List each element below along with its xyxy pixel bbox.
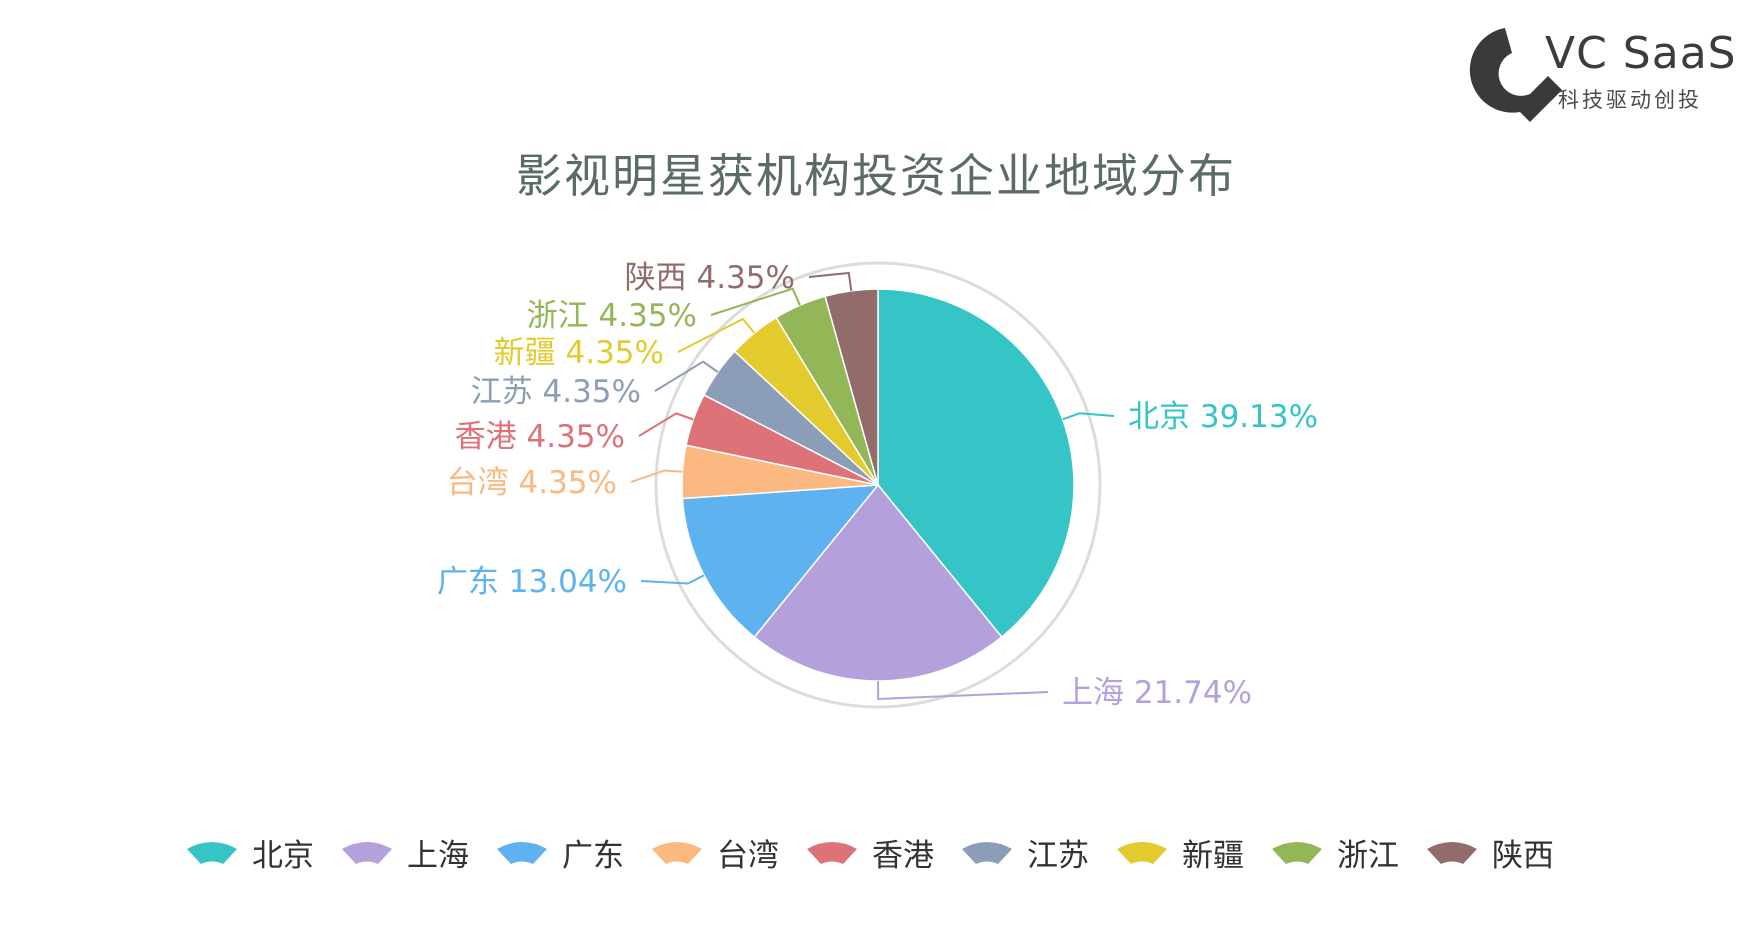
legend-marker-1 bbox=[187, 842, 237, 864]
legend-marker-9 bbox=[1427, 842, 1477, 864]
leader-line-8 bbox=[710, 287, 801, 316]
slice-layer bbox=[681, 288, 1075, 682]
data-label-8: 浙江 4.35% bbox=[527, 298, 697, 334]
leader-line-6 bbox=[654, 360, 719, 392]
logo-name: VC SaaS bbox=[1545, 28, 1737, 79]
leader-line-3 bbox=[640, 574, 705, 585]
pie-slice-9 bbox=[824, 288, 879, 486]
leader-line-layer bbox=[630, 271, 1115, 701]
leader-line-4 bbox=[630, 469, 683, 483]
legend-marker-3 bbox=[497, 842, 547, 864]
legend-item-4: 台湾 bbox=[652, 838, 779, 874]
data-label-7: 新疆 4.35% bbox=[494, 335, 664, 371]
outer-ring-layer bbox=[654, 261, 1102, 709]
chart-title: 影视明星获机构投资企业地域分布 bbox=[516, 149, 1236, 203]
data-label-5: 香港 4.35% bbox=[455, 419, 625, 455]
data-label-layer: 北京 39.13% 上海 21.74% 广东 13.04% 台湾 4.35% 香港 4.… bbox=[437, 260, 1318, 711]
data-label-4: 台湾 4.35% bbox=[447, 465, 617, 501]
legend-label-8: 浙江 bbox=[1337, 838, 1399, 874]
legend-item-8: 浙江 bbox=[1272, 838, 1399, 874]
leader-line-7 bbox=[677, 317, 756, 353]
pie-slice-1 bbox=[877, 288, 1075, 639]
legend-item-9: 陕西 bbox=[1427, 838, 1554, 874]
leader-line-2 bbox=[877, 681, 1049, 701]
data-label-6: 江苏 4.35% bbox=[471, 374, 641, 410]
vc-saas-logo-mark bbox=[1469, 28, 1562, 122]
legend-marker-8 bbox=[1272, 842, 1322, 864]
legend-marker-7 bbox=[1117, 842, 1167, 864]
legend-label-3: 广东 bbox=[562, 838, 624, 874]
logo-mark-shape bbox=[1469, 28, 1562, 122]
legend-item-6: 江苏 bbox=[962, 838, 1089, 874]
legend-marker-2 bbox=[342, 842, 392, 864]
legend-marker-5 bbox=[807, 842, 857, 864]
legend-label-9: 陕西 bbox=[1492, 838, 1554, 874]
legend-label-6: 江苏 bbox=[1027, 838, 1089, 874]
outer-ring bbox=[654, 261, 1102, 709]
legend-item-1: 北京 bbox=[187, 838, 314, 874]
legend-label-2: 上海 bbox=[407, 838, 469, 874]
legend-item-7: 新疆 bbox=[1117, 838, 1244, 874]
leader-line-1 bbox=[1062, 412, 1115, 421]
data-label-9: 陕西 4.35% bbox=[625, 260, 795, 296]
legend-label-4: 台湾 bbox=[717, 838, 779, 874]
leader-line-5 bbox=[638, 412, 694, 437]
legend-item-5: 香港 bbox=[807, 838, 934, 874]
data-label-1: 北京 39.13% bbox=[1128, 399, 1318, 435]
legend: 北京 上海 广东 台湾 香港 江苏 新疆 浙江 陕西 bbox=[187, 838, 1554, 874]
logo-tagline: 科技驱动创投 bbox=[1558, 88, 1702, 112]
legend-label-1: 北京 bbox=[252, 838, 314, 874]
data-label-2: 上海 21.74% bbox=[1062, 675, 1252, 711]
legend-item-2: 上海 bbox=[342, 838, 469, 874]
legend-marker-6 bbox=[962, 842, 1012, 864]
data-label-3: 广东 13.04% bbox=[437, 564, 627, 600]
legend-label-5: 香港 bbox=[872, 838, 934, 874]
legend-marker-4 bbox=[652, 842, 702, 864]
pie-slice-2 bbox=[753, 483, 1003, 682]
pie-slice-3 bbox=[681, 484, 880, 639]
leader-line-9 bbox=[808, 271, 853, 291]
legend-item-3: 广东 bbox=[497, 838, 624, 874]
legend-label-7: 新疆 bbox=[1182, 838, 1244, 874]
